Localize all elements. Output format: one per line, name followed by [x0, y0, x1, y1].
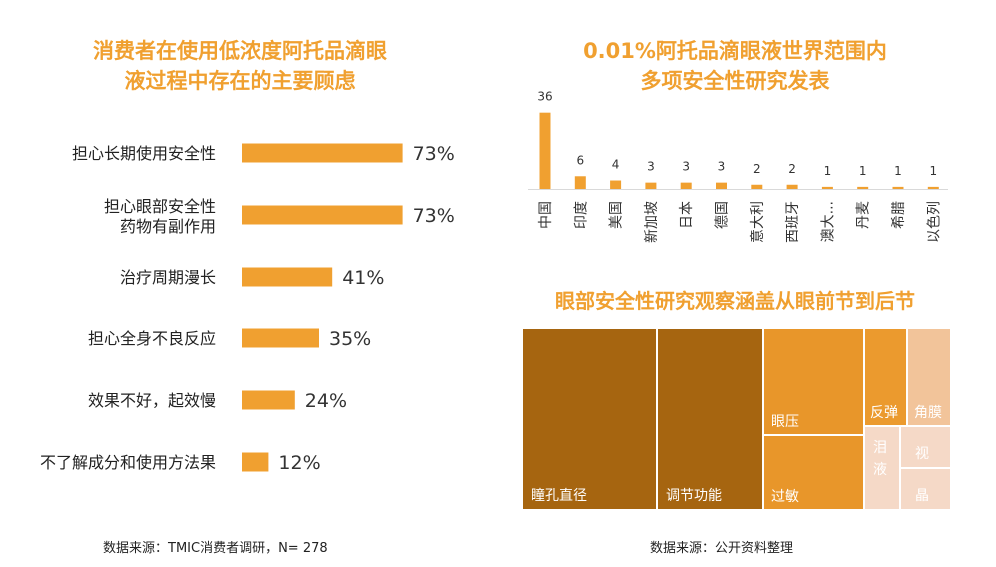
- treemap-tile-label-1: 调节功能: [666, 488, 722, 504]
- treemap-tile-label-8: 晶: [915, 488, 929, 504]
- bar-2: [242, 267, 333, 287]
- bar-0: [242, 143, 403, 163]
- vbar-11: [927, 186, 939, 189]
- vbar-1: [574, 176, 586, 189]
- treemap-tile-label-0: 瞳孔直径: [531, 488, 587, 504]
- left-chart-title: 消费者在使用低浓度阿托品滴眼 液过程中存在的主要顾虑: [93, 39, 387, 93]
- treemap-tile-2: 眼压: [763, 328, 864, 435]
- vbar-category-label-4: 日本: [679, 201, 695, 229]
- vbar-category-label-0: 中国: [538, 201, 554, 229]
- treemap-tile-label-2: 眼压: [771, 414, 799, 430]
- treemap-tile-label-5: 角膜: [914, 405, 942, 421]
- bar-value-label-4: 24%: [305, 390, 347, 412]
- vbar-value-label-3: 3: [647, 160, 655, 174]
- vbar-0: [539, 112, 551, 189]
- vbar-5: [716, 182, 727, 189]
- category-label-5-0: 不了解成分和使用方法果: [40, 453, 216, 472]
- treemap-tile-label-6: 泪 液: [873, 440, 887, 478]
- vbar-category-label-7: 西班牙: [785, 201, 801, 243]
- vbar-value-label-10: 1: [894, 164, 902, 178]
- category-label-3-0: 担心全身不良反应: [88, 329, 216, 348]
- vbar-category-label-10: 希腊: [891, 201, 907, 229]
- vbar-2: [610, 180, 622, 189]
- source-note-right: 数据来源：公开资料整理: [650, 541, 794, 556]
- bar-value-label-5: 12%: [278, 452, 320, 474]
- vbar-value-label-9: 1: [859, 164, 867, 178]
- category-label-2-0: 治疗周期漫长: [120, 268, 216, 287]
- vbar-category-label-9: 丹麦: [856, 201, 872, 229]
- vbar-6: [751, 184, 763, 189]
- vbar-category-label-3: 新加坡: [644, 201, 660, 243]
- vbar-value-label-4: 3: [682, 160, 690, 174]
- treemap-tile-label-4: 反弹: [870, 405, 898, 421]
- treemap-tile-4: 反弹: [864, 328, 907, 426]
- treemap-tile-8: 晶: [900, 468, 951, 510]
- treemap-tile-1: 调节功能: [657, 328, 763, 510]
- right-chart-title: 0.01%阿托品滴眼液世界范围内 多项安全性研究发表: [583, 39, 887, 93]
- source-note-left: 数据来源：TMIC消费者调研，N= 278: [103, 541, 328, 556]
- vbar-category-label-8: 澳大...: [820, 201, 836, 242]
- vbar-category-label-6: 意大利: [749, 201, 766, 243]
- bar-value-label-1: 73%: [413, 205, 455, 227]
- treemap-tile-3: 过敏: [763, 435, 864, 510]
- vbar-9: [857, 186, 869, 189]
- category-label-1-1: 药物有副作用: [120, 217, 216, 236]
- bar-3: [242, 328, 319, 348]
- vbar-category-label-2: 美国: [609, 201, 625, 229]
- treemap-tile-7: 视: [900, 426, 951, 468]
- vbar-7: [786, 184, 798, 189]
- vbar-4: [680, 182, 692, 189]
- vbar-category-label-11: 以色列: [925, 201, 942, 243]
- treemap-tile-5: 角膜: [907, 328, 951, 426]
- vbar-8: [821, 186, 833, 189]
- bar-1: [242, 205, 403, 225]
- vbar-10: [892, 186, 904, 189]
- treemap-tile-label-3: 过敏: [771, 489, 799, 505]
- vbar-value-label-6: 2: [753, 162, 761, 176]
- vbar-value-label-2: 4: [612, 158, 620, 172]
- vbar-value-label-8: 1: [824, 164, 832, 178]
- bar-5: [242, 452, 269, 472]
- vbar-category-label-1: 印度: [573, 201, 589, 229]
- treemap-tile-0: 瞳孔直径: [522, 328, 657, 510]
- vbar-value-label-0: 36: [537, 90, 552, 104]
- vbar-value-label-5: 3: [718, 160, 726, 174]
- vbar-3: [645, 182, 657, 189]
- bar-value-label-2: 41%: [342, 267, 384, 289]
- bar-value-label-0: 73%: [413, 143, 455, 165]
- bar-4: [242, 390, 295, 410]
- vbar-value-label-1: 6: [576, 153, 584, 167]
- treemap-tile-label-7: 视: [915, 446, 929, 462]
- vbar-value-label-7: 2: [788, 162, 796, 176]
- treemap-title: 眼部安全性研究观察涵盖从眼前节到后节: [555, 289, 915, 313]
- category-label-0-0: 担心长期使用安全性: [72, 144, 216, 163]
- treemap-tile-6: 泪 液: [864, 426, 900, 510]
- category-label-1-0: 担心眼部安全性: [104, 197, 216, 216]
- vbar-value-label-11: 1: [929, 164, 937, 178]
- bar-value-label-3: 35%: [329, 328, 371, 350]
- category-label-4-0: 效果不好，起效慢: [88, 391, 216, 410]
- vbar-category-label-5: 德国: [715, 201, 731, 229]
